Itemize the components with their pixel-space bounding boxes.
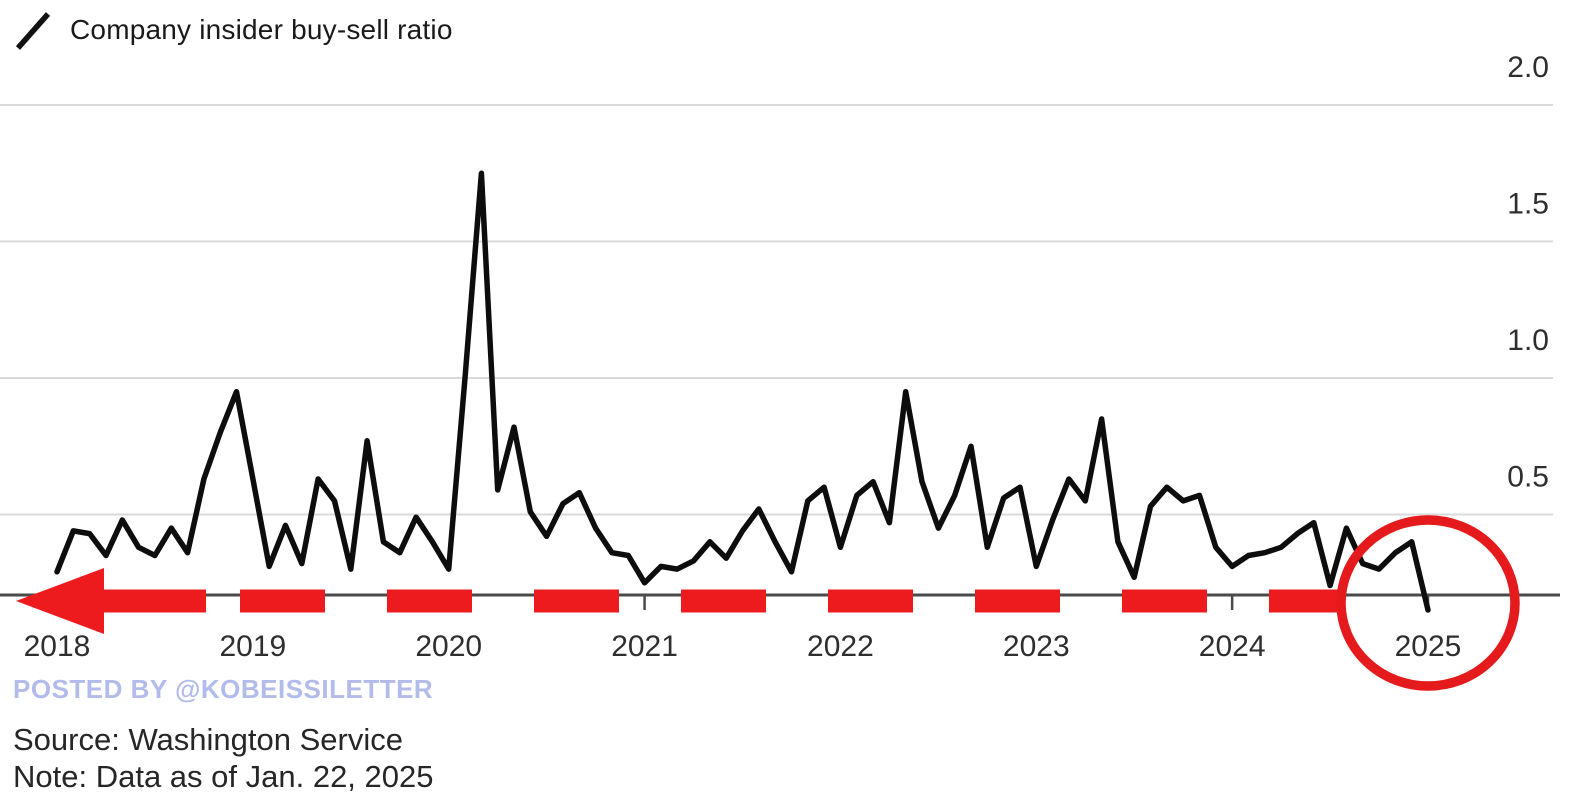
x-axis-labels: 2018 2019 2020 2021 2022 2023 2024 2025 (24, 630, 1462, 663)
y-tick-label: 1.0 (1507, 324, 1549, 357)
legend-line-icon (15, 12, 51, 50)
x-tick-label: 2019 (219, 630, 286, 663)
note-text: Note: Data as of Jan. 22, 2025 (13, 759, 434, 794)
red-arrow-shaft (100, 589, 206, 613)
x-tick-label: 2024 (1199, 630, 1266, 663)
x-tick-label: 2022 (807, 630, 874, 663)
y-tick-label: 0.5 (1507, 461, 1549, 494)
gridlines (0, 104, 1553, 516)
y-tick-label: 1.5 (1507, 188, 1549, 221)
y-axis-labels: 2.0 1.5 1.0 0.5 (1507, 51, 1549, 494)
x-tick-label: 2021 (611, 630, 678, 663)
x-tick-label: 2023 (1003, 630, 1070, 663)
watermark-text: POSTED BY @KOBEISSILETTER (13, 674, 434, 704)
red-circle-annotation (1336, 515, 1520, 691)
x-tick-label: 2018 (24, 630, 91, 663)
x-tick-label: 2020 (415, 630, 482, 663)
series-lines (54, 170, 1431, 613)
red-annotations (16, 515, 1520, 691)
red-arrow-head (16, 568, 104, 634)
legend: Company insider buy-sell ratio (10, 6, 453, 54)
y-tick-label: 2.0 (1507, 51, 1549, 84)
legend-label: Company insider buy-sell ratio (70, 14, 453, 45)
x-tick-label: 2025 (1395, 630, 1462, 663)
series-line (54, 170, 1431, 613)
source-text: Source: Washington Service (13, 722, 403, 757)
